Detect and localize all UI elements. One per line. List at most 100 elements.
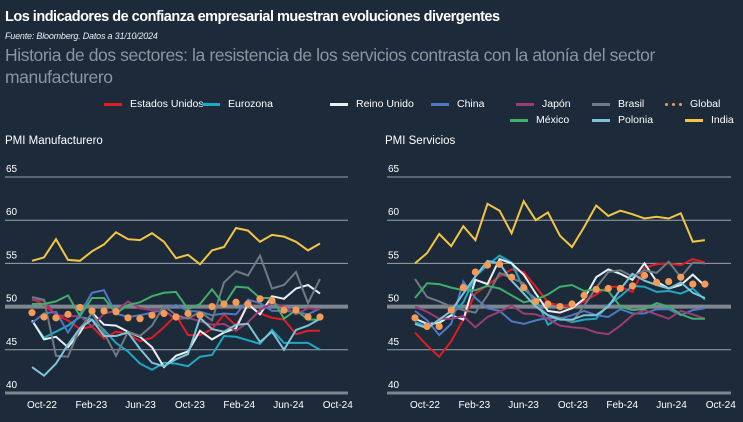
services-xtick-label: Feb-24: [606, 400, 638, 411]
manufacturing-global-point: [28, 309, 36, 317]
manufacturing-ytick-label: 55: [6, 250, 18, 261]
services-global-point: [616, 284, 624, 293]
manufacturing-global-point: [64, 310, 72, 318]
legend-swatch: [202, 102, 220, 106]
services-global-point: [459, 283, 467, 292]
legend: Estados Unidos Eurozona Reino Unido China Ja…: [0, 0, 743, 130]
legend-item-china: China: [431, 98, 484, 110]
legend-item-india: India: [685, 114, 734, 126]
services-global-point: [665, 277, 673, 286]
legend-label: India: [711, 114, 734, 126]
legend-swatch: [431, 102, 449, 106]
services-global-point: [495, 260, 504, 268]
services-global-point: [580, 291, 588, 299]
manufacturing-xtick-label: Oct-23: [175, 400, 205, 411]
manufacturing-series-india: [31, 226, 321, 266]
manufacturing-global-point: [232, 298, 240, 306]
manufacturing-xtick-label: Oct-24: [323, 400, 353, 411]
manufacturing-global-point: [244, 300, 252, 308]
manufacturing-xtick-label: Oct-22: [27, 400, 57, 411]
legend-item-reino-unido: Reino Unido: [330, 98, 414, 110]
services-series-jap-n: [414, 304, 706, 336]
manufacturing-global-point: [88, 307, 96, 315]
legend-label: Eurozona: [228, 98, 273, 110]
manufacturing-ytick-label: 45: [6, 337, 18, 348]
services-global-point: [689, 280, 697, 288]
manufacturing-ytick-label: 40: [6, 380, 18, 391]
manufacturing-global-point: [172, 313, 180, 321]
services-global-point: [701, 280, 709, 288]
legend-item-jap-n: Japón: [516, 98, 571, 110]
manufacturing-series-china: [31, 289, 321, 335]
chart-main-title: Los indicadores de confianza empresarial…: [5, 9, 500, 25]
manufacturing-series-polonia: [31, 315, 321, 378]
manufacturing-global-point: [280, 306, 288, 314]
legend-label: Japón: [542, 98, 571, 110]
manufacturing-xtick-label: Feb-24: [223, 400, 255, 411]
manufacturing-global-point: [148, 311, 156, 319]
manufacturing-ytick-label: 50: [6, 294, 18, 305]
services-global-point: [568, 300, 576, 308]
manufacturing-global-point: [208, 303, 216, 311]
services-global-point: [471, 268, 479, 276]
source-note: Fuente: Bloomberg. Datos a 31/10/2024: [5, 31, 158, 41]
services-global-point: [640, 271, 649, 280]
manufacturing-global-point: [220, 300, 228, 308]
services-global-point: [435, 322, 443, 331]
legend-item-brasil: Brasil: [592, 98, 644, 110]
services-ytick-label: 65: [388, 164, 400, 175]
legend-label: México: [536, 114, 570, 126]
services-global-point: [423, 322, 431, 331]
services-xtick-label: Feb-23: [458, 400, 490, 411]
manufacturing-xtick-label: Feb-23: [75, 400, 107, 411]
services-series-india: [414, 198, 706, 265]
chart-title-services: PMI Servicios: [385, 135, 456, 147]
services-ytick-label: 55: [388, 250, 400, 261]
services-global-point: [520, 283, 528, 292]
manufacturing-global-point: [292, 306, 300, 314]
services-global-point: [447, 306, 455, 314]
services-ytick-label: 50: [388, 294, 400, 305]
services-xtick-label: Oct-24: [706, 400, 736, 411]
manufacturing-global-point: [112, 308, 120, 316]
services-global-point: [677, 273, 685, 281]
legend-item-m-xico: México: [510, 114, 569, 126]
manufacturing-ytick-label: 60: [6, 207, 18, 218]
services-ytick-label: 60: [388, 207, 400, 218]
legend-item-polonia: Polonia: [592, 114, 653, 126]
legend-swatch: [516, 102, 534, 106]
manufacturing-series-reino-unido: [31, 283, 321, 369]
services-global-point: [532, 297, 540, 306]
services-ytick-label: 45: [388, 337, 400, 348]
legend-swatch: [510, 118, 528, 122]
manufacturing-global-point: [52, 314, 60, 322]
manufacturing-global-point: [196, 311, 204, 319]
legend-swatch: [592, 102, 610, 106]
services-global-point: [411, 314, 419, 322]
manufacturing-xtick-label: Jun-23: [125, 400, 156, 411]
manufacturing-global-point: [256, 295, 264, 303]
services-global-point: [604, 284, 612, 293]
services-xtick-label: Oct-22: [410, 400, 440, 411]
manufacturing-global-point: [160, 309, 168, 318]
services-global-point: [483, 261, 492, 269]
manufacturing-global-point: [76, 303, 84, 312]
services-xtick-label: Jun-23: [508, 400, 539, 411]
manufacturing-global-point: [184, 309, 192, 318]
manufacturing-global-point: [136, 315, 144, 323]
services-global-point: [556, 303, 564, 311]
legend-label: Estados Unidos: [130, 98, 204, 110]
services-ytick-label: 40: [388, 380, 400, 391]
legend-label: Polonia: [618, 114, 654, 126]
legend-swatch: [104, 102, 122, 106]
manufacturing-global-point: [268, 296, 276, 305]
manufacturing-xtick-label: Jun-24: [273, 400, 304, 411]
legend-label: Global: [690, 98, 721, 110]
legend-item-eurozona: Eurozona: [202, 98, 273, 110]
manufacturing-global-point: [100, 307, 108, 315]
legend-label: Brasil: [618, 98, 645, 110]
services-xtick-label: Jun-24: [656, 400, 687, 411]
services-global-point: [508, 273, 516, 281]
chart-subtitle: Historia de dos sectores: la resistencia…: [5, 45, 655, 87]
